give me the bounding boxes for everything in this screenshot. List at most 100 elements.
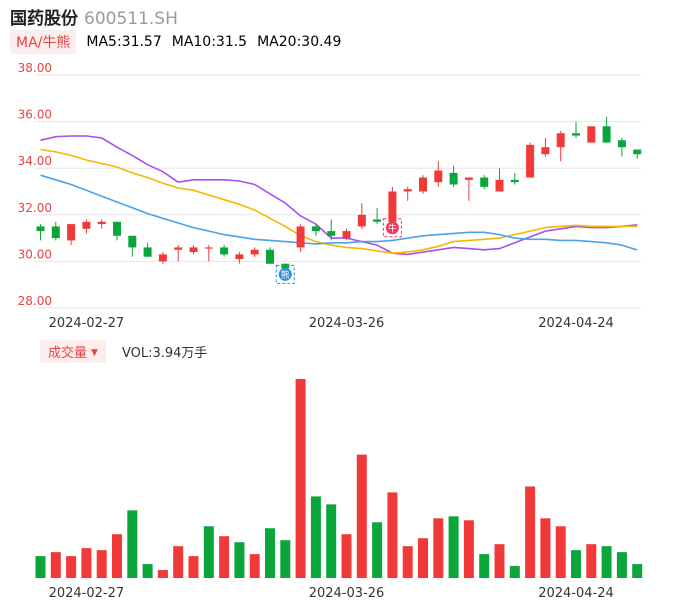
candle [617,137,626,157]
x-date-label: 2024-03-26 [309,316,385,331]
candle [572,121,580,138]
candle-body [189,247,198,253]
marker-frame [275,264,295,284]
volume-bar [326,504,337,578]
volume-indicator-label: 成交量 [48,345,88,361]
ma10-label: MA10:31.5 [171,34,248,50]
candle [158,252,167,264]
candle [449,165,458,187]
volume-indicator-selector[interactable]: 成交量 ▼ [40,339,106,363]
candle [67,224,76,246]
candle [220,245,229,257]
stock-code: 600511.SH [84,9,178,29]
candle [235,252,244,264]
candle [510,172,519,185]
volume-bar [341,534,352,578]
volume-value: VOL:3.94万手 [121,345,208,361]
candle-body [434,170,443,183]
candle [128,235,137,257]
ma-type-selector[interactable]: MA/牛熊 [10,30,77,54]
candle [327,219,336,241]
volume-bar [96,550,107,578]
candle [633,149,642,159]
volume-bar [448,516,459,578]
candle-body [541,147,550,155]
volume-bar [540,518,551,578]
volume-bar [265,528,275,578]
volume-bar [35,556,46,578]
signal-marker: 熊 [275,264,295,284]
volume-bar [66,556,77,578]
candle [342,228,351,241]
candle [480,175,489,190]
candle-body [449,172,458,185]
candle-body [204,247,213,249]
volume-bar [402,546,413,578]
x-date-label: 2024-04-24 [538,316,614,331]
candle [296,224,305,253]
candle [250,247,259,257]
candle-body [235,254,244,260]
candle-body [510,179,519,183]
ma20-line [40,174,638,251]
volume-bar [50,552,61,578]
candle-body [587,126,596,143]
candle-body [464,177,473,180]
candle [373,207,382,225]
volume-bar [433,518,444,578]
candle-body [82,221,91,229]
volume-bar [142,564,153,578]
volume-bar [295,379,306,578]
candle-body [296,226,305,248]
volume-bar [372,522,383,578]
y-tick-label: 36.00 [18,108,52,122]
volume-bar [571,550,581,578]
candle [403,186,412,201]
volume-bar [234,542,245,578]
candle-body [419,177,427,192]
candle [388,186,397,225]
candle [143,242,152,257]
y-tick-label: 28.00 [18,294,52,308]
volume-bar [601,546,612,578]
candle [174,245,183,262]
volume-bar [632,564,643,578]
candle [464,177,473,201]
volume-bar [188,556,199,578]
candle-body [174,247,183,250]
candle [434,161,443,187]
volume-bar [494,544,505,578]
volume-bar [418,538,428,578]
volume-bar [173,546,184,578]
y-tick-label: 30.00 [18,247,52,261]
candle-body [495,179,504,192]
volume-bar [81,548,92,578]
x-date-label: 2024-02-27 [49,316,125,331]
candle-body [602,126,611,143]
ma5-line [40,135,638,256]
volume-bar [249,554,260,578]
candle-body [556,133,565,148]
candle [189,245,198,255]
volume-bar [356,454,367,578]
candle [602,116,611,143]
candle [526,142,535,178]
candle-body [67,224,76,241]
stock-title: 国药股份 600511.SH [10,4,178,29]
y-tick-label: 34.00 [18,154,52,168]
volume-bar [310,496,321,578]
candle-body [36,226,45,232]
marker-dot [385,221,399,235]
candle [541,137,550,157]
candle-body [633,149,642,155]
candle [36,224,45,241]
ma10-line [40,148,638,255]
marker-label: 熊 [281,269,290,281]
candle-body [572,133,580,136]
candle-body [281,263,290,269]
volume-bar [157,570,168,578]
y-tick-label: 32.00 [18,201,52,215]
volume-x-date-label: 2024-04-24 [538,586,614,601]
volume-bar [203,526,214,578]
